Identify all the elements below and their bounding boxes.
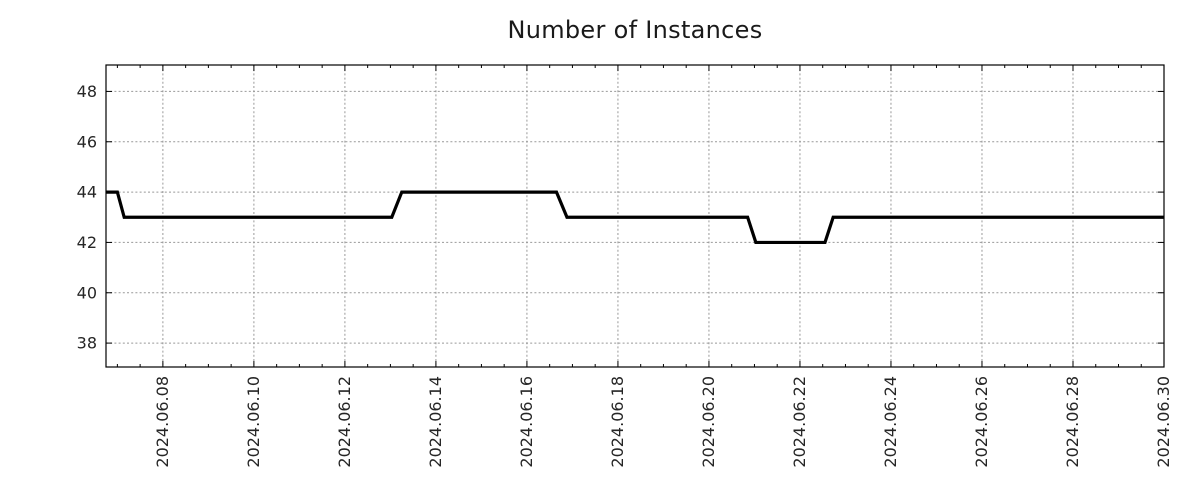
chart-title: Number of Instances — [507, 16, 763, 44]
y-tick-label: 48 — [77, 82, 97, 101]
y-tick-label: 38 — [77, 334, 97, 353]
y-tick-label: 46 — [77, 132, 97, 151]
data-line — [106, 190, 1164, 245]
y-tick-label: 44 — [77, 183, 97, 202]
x-tick-label: 2024.06.30 — [1154, 376, 1173, 468]
y-tick-label: 40 — [77, 283, 97, 302]
x-tick-label: 2024.06.26 — [972, 376, 991, 468]
x-tick-label: 2024.06.18 — [608, 376, 627, 468]
x-tick-label: 2024.06.22 — [790, 376, 809, 468]
x-tick-label: 2024.06.16 — [517, 376, 536, 468]
x-tick-label: 2024.06.10 — [244, 376, 263, 468]
y-tick-label: 42 — [77, 233, 97, 252]
x-tick-label: 2024.06.28 — [1063, 376, 1082, 468]
x-tick-label: 2024.06.12 — [335, 376, 354, 468]
x-tick-label: 2024.06.14 — [426, 376, 445, 468]
x-tick-label: 2024.06.08 — [153, 376, 172, 468]
x-tick-label: 2024.06.20 — [699, 376, 718, 468]
x-tick-label: 2024.06.24 — [881, 376, 900, 468]
